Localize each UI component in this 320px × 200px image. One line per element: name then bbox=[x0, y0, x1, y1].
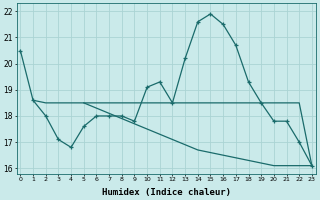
X-axis label: Humidex (Indice chaleur): Humidex (Indice chaleur) bbox=[102, 188, 231, 197]
